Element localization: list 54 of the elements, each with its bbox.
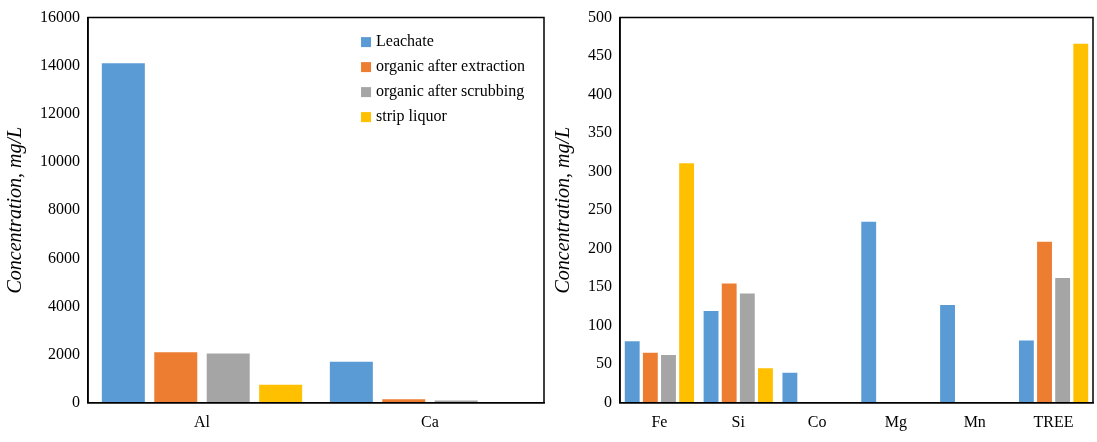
x-tick-label: Co xyxy=(807,412,827,430)
y-tick-label: 10000 xyxy=(40,152,80,170)
y-tick-label: 300 xyxy=(588,161,612,179)
y-tick-label: 8000 xyxy=(48,200,80,218)
y-tick-label: 16000 xyxy=(40,7,80,25)
bar xyxy=(1018,340,1034,403)
bar xyxy=(329,361,373,403)
legend-label: strip liquor xyxy=(376,107,448,126)
y-tick-label: 150 xyxy=(588,277,612,295)
bar xyxy=(861,221,877,403)
y-tick-label: 200 xyxy=(588,238,612,256)
y-tick-label: 6000 xyxy=(48,248,80,266)
y-tick-label: 12000 xyxy=(40,104,80,122)
y-tick-label: 400 xyxy=(588,84,612,102)
bar xyxy=(721,283,737,403)
y-axis-title: Concentration, mg/L xyxy=(551,126,575,294)
bar xyxy=(642,352,658,403)
bar xyxy=(679,163,695,403)
y-tick-label: 350 xyxy=(588,123,612,141)
bar xyxy=(624,341,640,403)
bar xyxy=(101,63,145,403)
x-tick-label: Si xyxy=(731,412,746,430)
x-tick-label: Ca xyxy=(421,412,439,430)
bar xyxy=(661,355,676,403)
bar xyxy=(940,304,955,403)
y-tick-label: 450 xyxy=(588,46,612,64)
bar xyxy=(154,352,198,403)
x-tick-label: Fe xyxy=(651,412,668,430)
x-tick-label: Mg xyxy=(884,412,908,431)
bar xyxy=(259,384,303,403)
y-tick-label: 500 xyxy=(588,7,612,25)
y-tick-label: 0 xyxy=(604,393,612,410)
bar xyxy=(782,372,798,403)
y-tick-label: 100 xyxy=(588,315,612,333)
bar xyxy=(1055,278,1071,403)
legend-label: organic after extraction xyxy=(376,57,526,76)
bar xyxy=(739,293,755,403)
bar xyxy=(206,353,250,403)
legend-label: organic after scrubbing xyxy=(376,82,525,101)
bar xyxy=(1037,241,1052,403)
y-tick-label: 250 xyxy=(588,200,612,218)
bar xyxy=(758,368,773,403)
x-tick-label: Al xyxy=(194,412,211,430)
bar xyxy=(1073,43,1089,403)
y-tick-label: 4000 xyxy=(48,296,80,314)
legend-label: Leachate xyxy=(376,32,434,50)
x-tick-label: TREE xyxy=(1033,412,1074,430)
y-tick-label: 0 xyxy=(72,393,80,410)
x-tick-label: Mn xyxy=(963,412,986,430)
bar xyxy=(703,311,719,403)
y-tick-label: 2000 xyxy=(48,344,80,362)
y-tick-label: 14000 xyxy=(40,55,80,73)
y-tick-label: 50 xyxy=(596,354,612,372)
y-axis-title: Concentration, mg/L xyxy=(3,126,27,294)
